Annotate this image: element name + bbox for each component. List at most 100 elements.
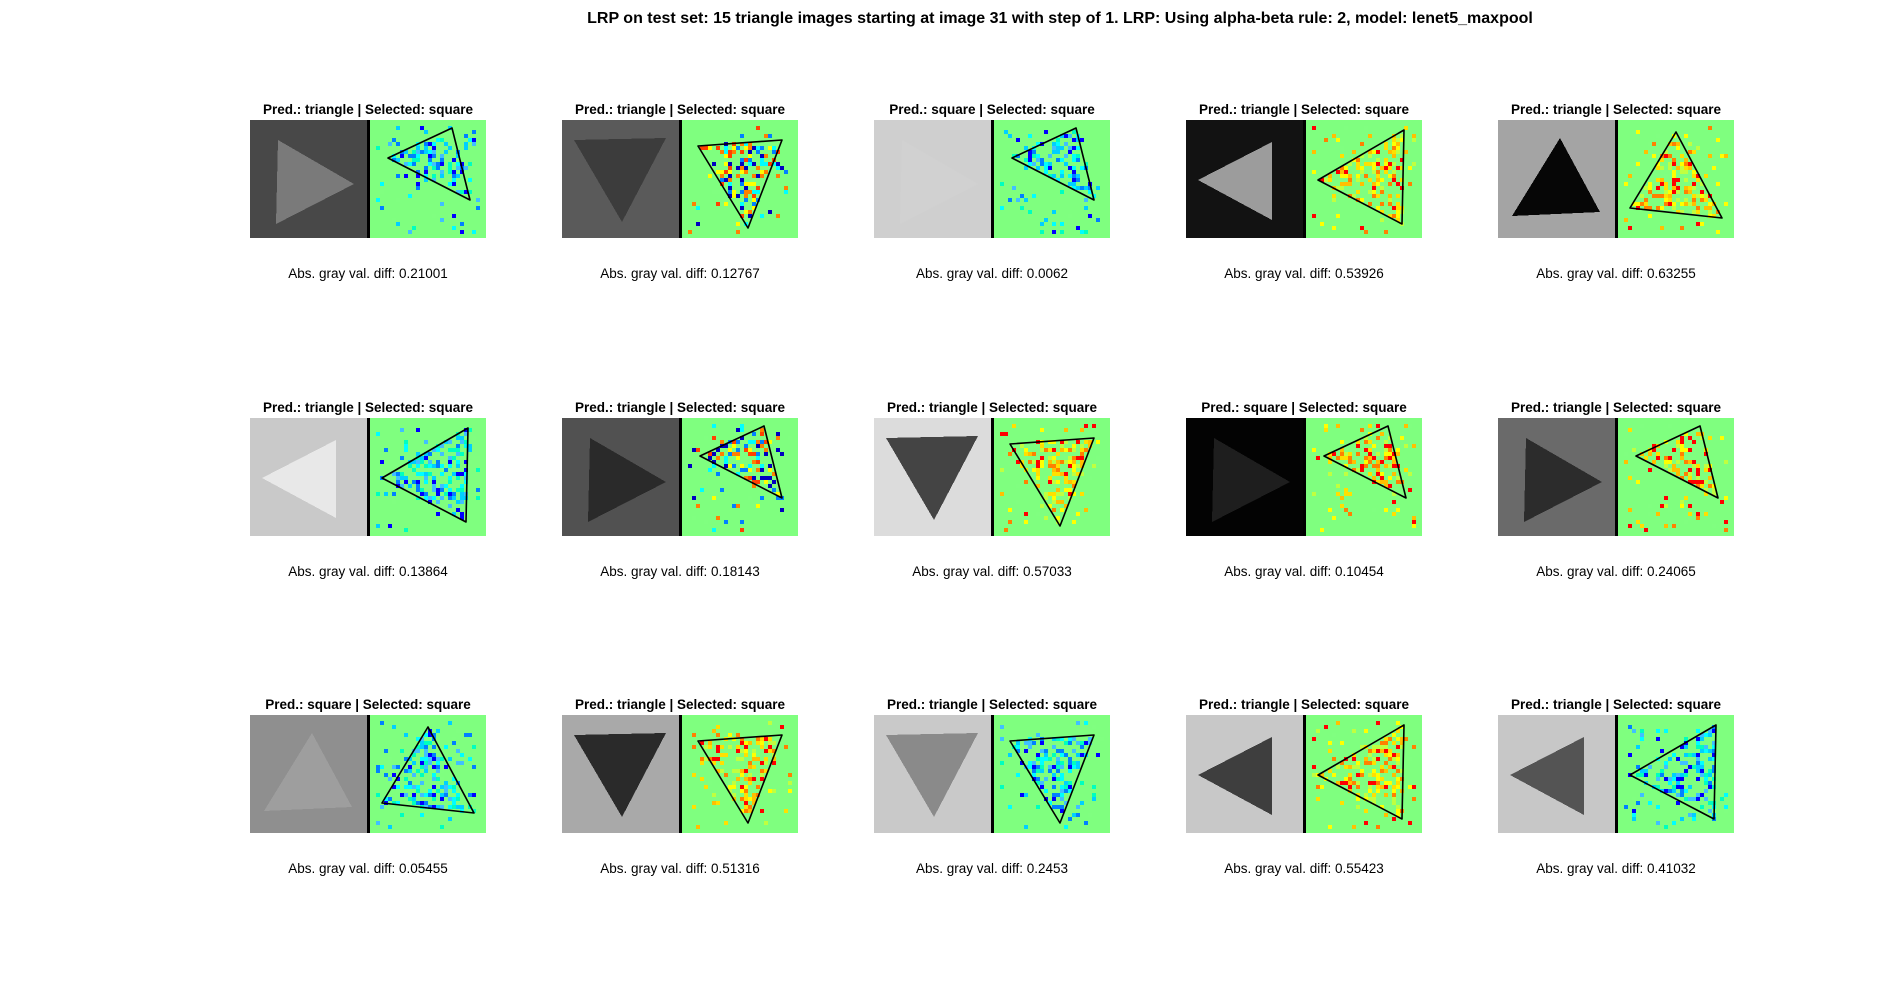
heatmap-pixel	[752, 757, 756, 761]
heatmap-pixel	[1356, 190, 1360, 194]
heatmap-pixel	[404, 757, 408, 761]
heatmap-pixel	[1412, 138, 1416, 142]
heatmap-pixel	[1684, 198, 1688, 202]
heatmap-pixel	[1656, 821, 1660, 825]
heatmap-pixel	[1660, 166, 1664, 170]
heatmap-pixel	[1008, 452, 1012, 456]
heatmap-pixel	[1392, 456, 1396, 460]
heatmap-pixel	[1024, 452, 1028, 456]
heatmap-pixel	[1668, 142, 1672, 146]
heatmap-pixel	[416, 170, 420, 174]
heatmap-pixel	[1364, 436, 1368, 440]
heatmap-pixel	[1068, 182, 1072, 186]
panel-prediction-title: Pred.: square | Selected: square	[265, 697, 471, 712]
heatmap-pixel	[1412, 785, 1416, 789]
heatmap-pixel	[1348, 456, 1352, 460]
heatmap-pixel	[432, 733, 436, 737]
heatmap-pixel	[448, 492, 452, 496]
heatmap-pixel	[744, 805, 748, 809]
heatmap-pixel	[1024, 214, 1028, 218]
heatmap-pixel	[1712, 773, 1716, 777]
heatmap-pixel	[416, 146, 420, 150]
heatmap-pixel	[1048, 456, 1052, 460]
heatmap-pixel	[756, 174, 760, 178]
heatmap-pixel	[1376, 825, 1380, 829]
heatmap-pixel	[448, 476, 452, 480]
heatmap-pixel	[760, 745, 764, 749]
heatmap-pixel	[472, 130, 476, 134]
heatmap-pixel	[716, 745, 720, 749]
heatmap-pixel	[1028, 210, 1032, 214]
heatmap-pixel	[1660, 785, 1664, 789]
heatmap-pixel	[460, 753, 464, 757]
heatmap-pixel	[1060, 222, 1064, 226]
heatmap-pixel	[1348, 178, 1352, 182]
heatmap-pixel	[732, 146, 736, 150]
heatmap-pixel	[1704, 488, 1708, 492]
heatmap-pixel	[744, 158, 748, 162]
heatmap-pixel	[1352, 765, 1356, 769]
heatmap-pixel	[1696, 761, 1700, 765]
heatmap-pixel	[1680, 504, 1684, 508]
heatmap-pixel	[720, 745, 724, 749]
heatmap-pixel	[1096, 456, 1100, 460]
heatmap-pixel	[1720, 500, 1724, 504]
heatmap-pixel	[432, 174, 436, 178]
heatmap-pixel	[716, 146, 720, 150]
heatmap-pixel	[764, 821, 768, 825]
gray-value-diff-label: Abs. gray val. diff: 0.05455	[288, 861, 448, 876]
heatmap-pixel	[1704, 512, 1708, 516]
heatmap-pixel	[1076, 813, 1080, 817]
heatmap-pixel	[1692, 440, 1696, 444]
heatmap-pixel	[1384, 166, 1388, 170]
heatmap-pixel	[404, 777, 408, 781]
heatmap-pixel	[720, 488, 724, 492]
heatmap-pixel	[1668, 753, 1672, 757]
heatmap-pixel	[1064, 801, 1068, 805]
heatmap-pixel	[1384, 230, 1388, 234]
heatmap-pixel	[1372, 476, 1376, 480]
heatmap-pixel	[716, 202, 720, 206]
heatmap-pixel	[1004, 130, 1008, 134]
heatmap-pixel	[732, 773, 736, 777]
heatmap-pixel	[1084, 206, 1088, 210]
gray-value-diff-label: Abs. gray val. diff: 0.57033	[912, 564, 1072, 579]
heatmap-pixel	[1072, 150, 1076, 154]
heatmap-pixel	[396, 154, 400, 158]
heatmap-pixel	[720, 753, 724, 757]
heatmap-pixel	[1396, 761, 1400, 765]
heatmap-pixel	[1044, 789, 1048, 793]
heatmap-pixel	[1648, 190, 1652, 194]
heatmap-pixel	[1380, 166, 1384, 170]
heatmap-pixel	[1044, 777, 1048, 781]
heatmap-pixel	[472, 230, 476, 234]
heatmap-pixel	[1060, 805, 1064, 809]
heatmap-pixel	[1696, 146, 1700, 150]
heatmap-pixel	[416, 781, 420, 785]
heatmap-pixel	[1396, 166, 1400, 170]
heatmap-pixel	[756, 186, 760, 190]
panel-prediction-title: Pred.: triangle | Selected: square	[1198, 697, 1410, 712]
heatmap-pixel	[1392, 753, 1396, 757]
heatmap-pixel	[784, 745, 788, 749]
heatmap-pixel	[1376, 472, 1380, 476]
heatmap-pixel	[1700, 793, 1704, 797]
heatmap-pixel	[1696, 512, 1700, 516]
heatmap-pixel	[1380, 190, 1384, 194]
heatmap-pixel	[1676, 146, 1680, 150]
heatmap-pixel	[1388, 737, 1392, 741]
heatmap-pixel	[460, 440, 464, 444]
heatmap-pixel	[1080, 456, 1084, 460]
heatmap-pixel	[1028, 741, 1032, 745]
heatmap-pixel	[1368, 162, 1372, 166]
heatmap-pixel	[1712, 777, 1716, 781]
heatmap-pixel	[1708, 154, 1712, 158]
heatmap-pixel	[1376, 174, 1380, 178]
heatmap-pixel	[1724, 809, 1728, 813]
heatmap-pixel	[464, 472, 468, 476]
heatmap-pixel	[1348, 765, 1352, 769]
heatmap-pixel	[1380, 432, 1384, 436]
heatmap-pixel	[1328, 178, 1332, 182]
heatmap-pixel	[440, 484, 444, 488]
heatmap-pixel	[1332, 516, 1336, 520]
